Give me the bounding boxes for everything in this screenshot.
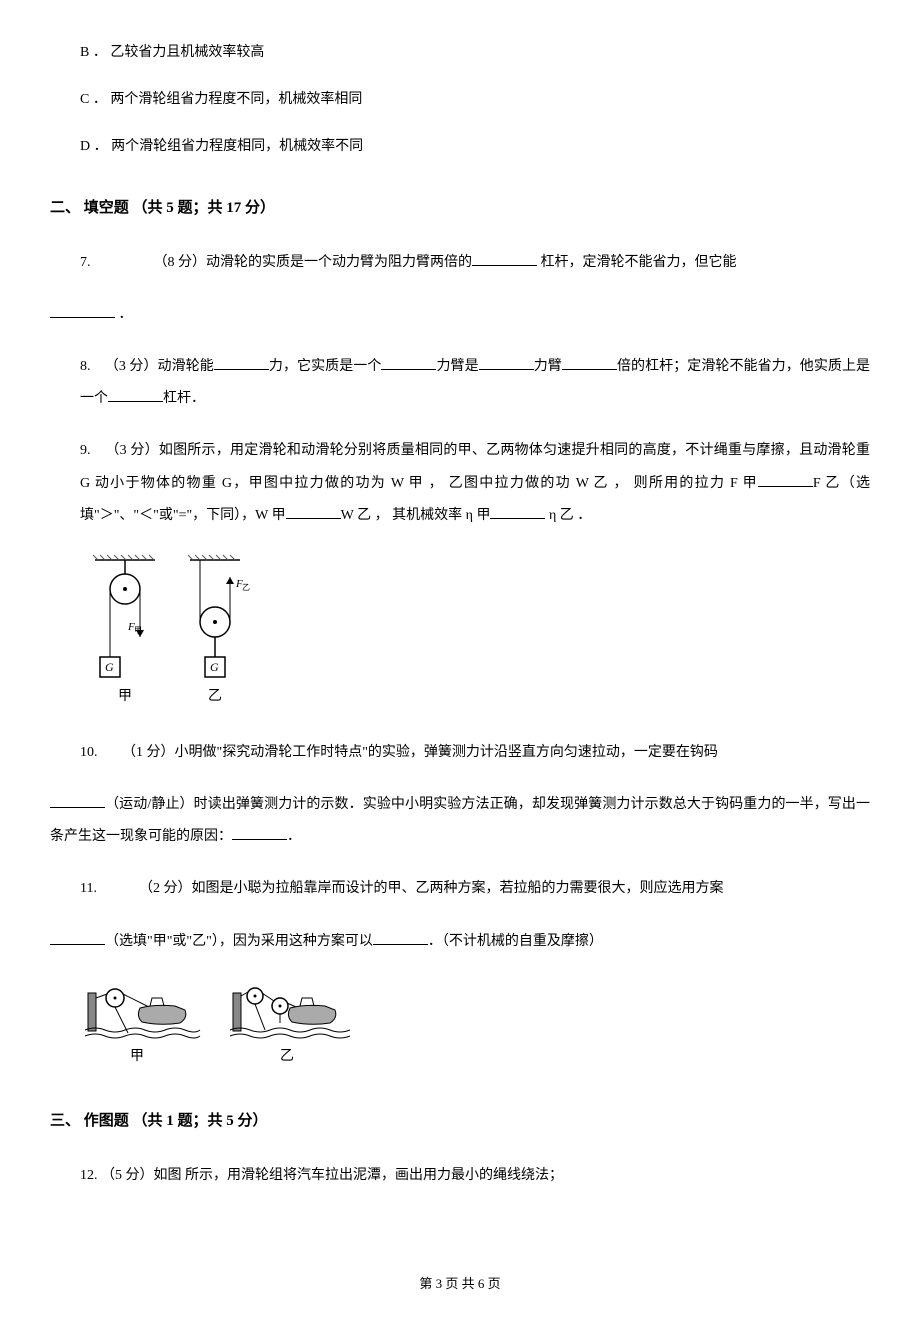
q10-num: 10. — [80, 745, 101, 760]
section2-header: 二、 填空题 （共 5 题；共 17 分） — [50, 195, 870, 222]
question-10-cont: （运动/静止）时读出弹簧测力计的示数．实验中小明实验方法正确，却发现弹簧测力计示… — [50, 789, 870, 853]
q10-points: （1 分） — [122, 745, 175, 760]
question-12: 12. （5 分）如图 所示，用滑轮组将汽车拉出泥潭，画出用力最小的绳线绕法； — [80, 1160, 870, 1192]
question-7-cont: ． — [50, 299, 870, 331]
q11-num: 11. — [80, 881, 100, 896]
pulley-diagram-svg: F 甲 G 甲 F 乙 G 乙 — [80, 552, 270, 712]
q8-text2: 力，它实质是一个 — [269, 359, 382, 374]
option-b: B ． 乙较省力且机械效率较高 — [80, 40, 870, 65]
q8-text1: 动滑轮能 — [158, 359, 214, 374]
q8-points: （3 分） — [105, 359, 158, 374]
figure-q11: 甲 乙 — [80, 978, 870, 1073]
q9-num: 9. — [80, 443, 94, 458]
q9-blank3 — [490, 505, 545, 519]
q7-blank1 — [472, 252, 537, 266]
question-11: 11. （2 分）如图是小聪为拉船靠岸而设计的甲、乙两种方案，若拉船的力需要很大… — [80, 873, 870, 905]
q10-text1: 小明做"探究动滑轮工作时特点"的实验，弹簧测力计沿竖直方向匀速拉动，一定要在钩码 — [175, 745, 718, 760]
q7-text1: 动滑轮的实质是一个动力臂为阻力臂两倍的 — [206, 255, 472, 270]
q9-text4: η 乙 ． — [545, 508, 591, 523]
question-7: 7. （8 分）动滑轮的实质是一个动力臂为阻力臂两倍的 杠杆，定滑轮不能省力，但… — [80, 247, 870, 279]
label-f-yi-sub: 乙 — [242, 583, 250, 592]
label-yi: 乙 — [208, 688, 222, 704]
q8-text3: 力臂是 — [436, 359, 478, 374]
q8-num: 8. — [80, 359, 94, 374]
pulley-center-jia — [123, 587, 127, 591]
q8-blank4 — [562, 356, 617, 370]
section3-header: 三、 作图题 （共 1 题；共 5 分） — [50, 1108, 870, 1135]
q7-points: （8 分） — [154, 255, 207, 270]
q12-points: （5 分） — [101, 1168, 154, 1183]
scheme-jia — [85, 989, 200, 1038]
q9-blank1 — [758, 473, 813, 487]
q7-text3: ． — [115, 307, 133, 322]
arrow-f-yi — [226, 577, 234, 584]
scheme-yi — [230, 988, 350, 1038]
question-10: 10. （1 分）小明做"探究动滑轮工作时特点"的实验，弹簧测力计沿竖直方向匀速… — [80, 737, 870, 769]
q8-text4: 力臂 — [534, 359, 562, 374]
q10-blank1 — [50, 794, 105, 808]
q9-points: （3 分） — [105, 443, 158, 458]
option-d: D ． 两个滑轮组省力程度相同，机械效率不同 — [80, 134, 870, 159]
q7-num: 7. — [80, 255, 94, 270]
q11-blank1 — [50, 931, 105, 945]
label-g-jia: G — [105, 660, 114, 674]
label-yi-boat: 乙 — [280, 1048, 294, 1064]
q12-text1: 如图 所示，用滑轮组将汽车拉出泥潭，画出用力最小的绳线绕法； — [154, 1168, 564, 1183]
question-11-cont: （选填"甲"或"乙"），因为采用这种方案可以 ．（不计机械的自重及摩擦） — [50, 926, 870, 958]
pulley-center-yi — [213, 620, 217, 624]
q11-text2: （选填"甲"或"乙"），因为采用这种方案可以 — [105, 934, 373, 949]
label-g-yi: G — [210, 660, 219, 674]
q8-blank3 — [479, 356, 534, 370]
ceiling-jia — [93, 555, 155, 560]
q11-text3: ．（不计机械的自重及摩擦） — [428, 934, 603, 949]
question-8: 8. （3 分）动滑轮能力，它实质是一个力臂是力臂倍的杠杆；定滑轮不能省力，他实… — [80, 351, 870, 415]
option-c: C ． 两个滑轮组省力程度不同，机械效率相同 — [80, 87, 870, 112]
q7-text2: 杠杆，定滑轮不能省力，但它能 — [537, 255, 737, 270]
figure-q9: F 甲 G 甲 F 乙 G 乙 — [80, 552, 870, 712]
boat-diagram-svg: 甲 乙 — [80, 978, 360, 1073]
label-jia: 甲 — [118, 689, 132, 704]
q9-blank2 — [286, 505, 341, 519]
q10-text3: ． — [287, 829, 301, 844]
q8-blank2 — [381, 356, 436, 370]
q9-text3: W 乙 ， 其机械效率 η 甲 — [341, 508, 491, 523]
q10-blank2 — [232, 826, 287, 840]
q11-blank2 — [373, 931, 428, 945]
question-9: 9. （3 分）如图所示，用定滑轮和动滑轮分别将质量相同的甲、乙两物体匀速提升相… — [80, 435, 870, 532]
q8-blank5 — [108, 388, 163, 402]
q11-points: （2 分） — [139, 881, 192, 896]
q8-blank1 — [214, 356, 269, 370]
q12-num: 12. — [80, 1168, 101, 1183]
q11-text1: 如图是小聪为拉船靠岸而设计的甲、乙两种方案，若拉船的力需要很大，则应选用方案 — [191, 881, 723, 896]
q9-text1: 如图所示，用定滑轮和动滑轮分别将质量相同的甲、乙两物体匀速提升相同的高度，不计绳… — [80, 443, 870, 490]
label-f-jia-sub: 甲 — [134, 626, 142, 635]
q7-blank2 — [50, 304, 115, 318]
page-footer: 第 3 页 共 6 页 — [50, 1272, 870, 1295]
q8-text6: 杠杆． — [163, 391, 205, 406]
label-jia-boat: 甲 — [130, 1049, 144, 1064]
ceiling-yi — [188, 555, 240, 560]
q10-text2: （运动/静止）时读出弹簧测力计的示数．实验中小明实验方法正确，却发现弹簧测力计示… — [50, 797, 870, 844]
